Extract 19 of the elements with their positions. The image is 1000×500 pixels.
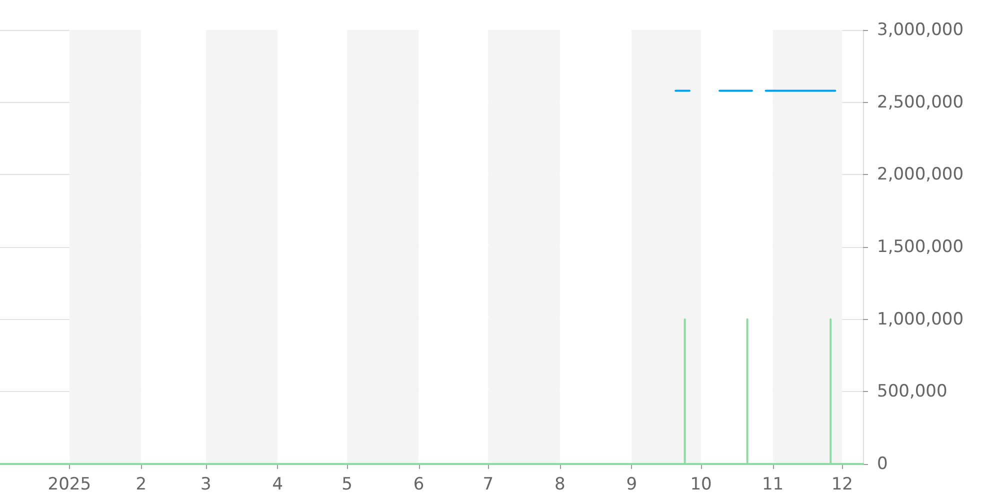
x-tick-label: 4 (272, 474, 284, 494)
x-tick-label: 10 (690, 474, 712, 494)
x-tick-label: 6 (413, 474, 424, 494)
y-tick-label: 0 (877, 454, 888, 474)
x-tick-label: 9 (626, 474, 638, 494)
x-tick-label: 5 (342, 474, 352, 494)
y-tick-label: 500,000 (877, 382, 948, 402)
x-tick-label: 2025 (48, 474, 92, 494)
x-tick-label: 3 (200, 474, 212, 494)
x-tick-label: 11 (762, 474, 784, 494)
y-tick-label: 2,500,000 (877, 92, 964, 112)
y-tick-label: 1,000,000 (877, 309, 964, 330)
x-tick-label: 12 (831, 474, 853, 494)
x-tick-label: 2 (136, 474, 147, 494)
y-tick-label: 2,000,000 (877, 164, 964, 185)
y-tick-label: 3,000,000 (877, 20, 964, 40)
x-tick-label: 7 (482, 474, 494, 494)
y-tick-label: 1,500,000 (877, 237, 964, 257)
x-tick-label: 8 (554, 474, 566, 494)
